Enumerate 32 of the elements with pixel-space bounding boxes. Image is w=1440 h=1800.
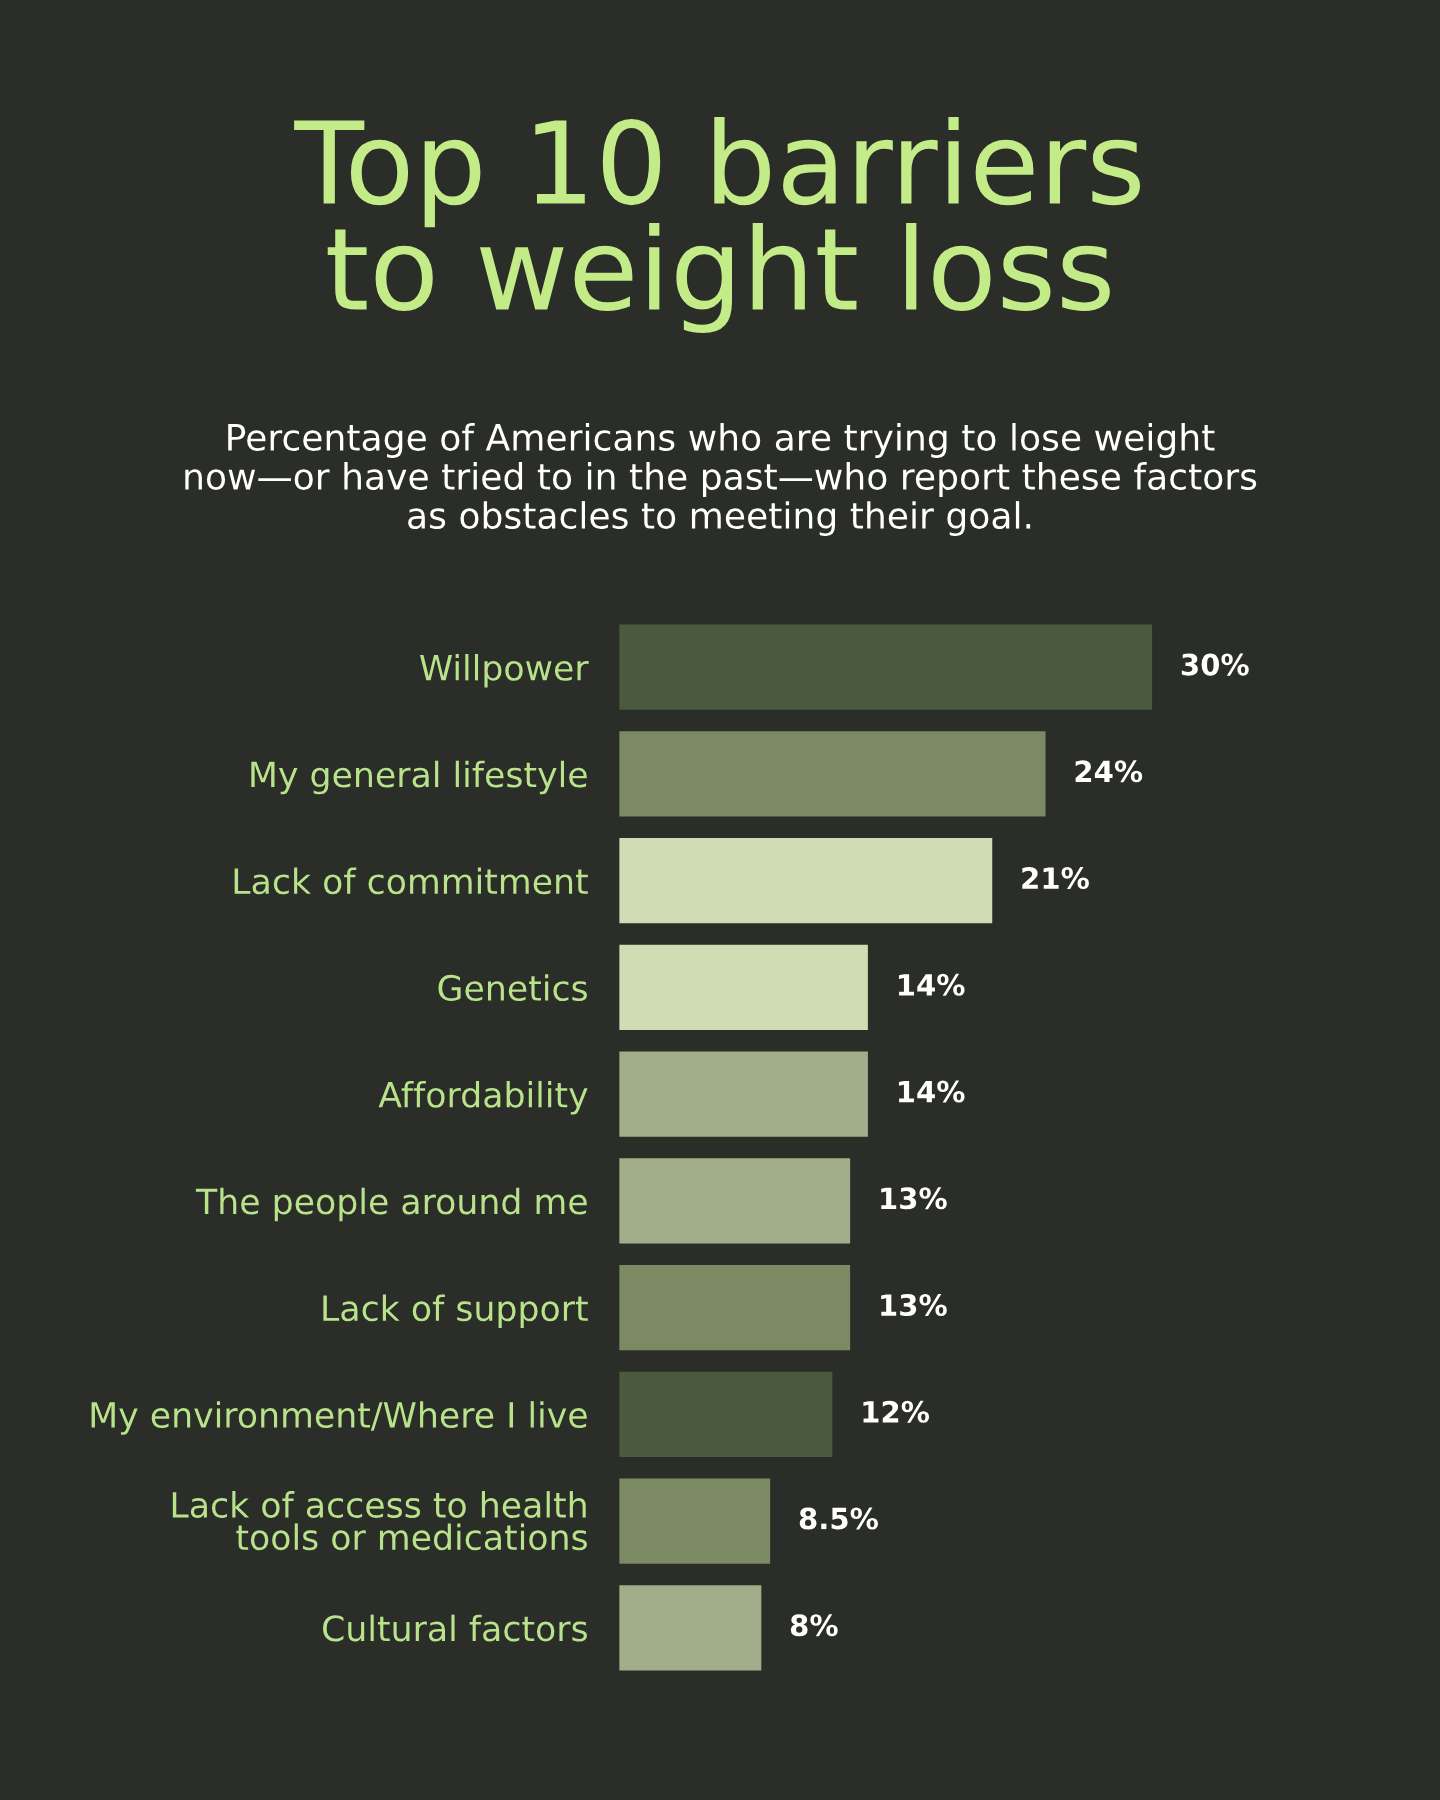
y-tick-label: Lack of access to health tools or medications (172, 1491, 587, 1551)
data-label: 24% (1075, 760, 1143, 783)
bar (619, 1371, 833, 1458)
bar (619, 1051, 868, 1137)
bar (619, 1585, 762, 1671)
y-tick-label: Affordability (378, 1080, 588, 1115)
chart-subtitle: Percentage of Americans who are trying to lose weight now—or have tried to in the past—who report these factors as obstacles to meeting their goal. (185, 423, 1257, 537)
data-label: 13% (881, 1294, 947, 1317)
bar (619, 1478, 771, 1564)
data-label: 21% (1022, 867, 1089, 890)
data-label: 13% (881, 1187, 947, 1210)
bar (619, 731, 1046, 817)
bar (619, 837, 993, 924)
bar (619, 1158, 851, 1244)
y-tick-label: Cultural factors (323, 1614, 587, 1642)
bar (619, 944, 868, 1031)
data-label: 30% (1181, 653, 1249, 676)
bar (619, 624, 1153, 710)
y-tick-label: Lack of commitment (234, 867, 588, 895)
y-tick-label: My general lifestyle (251, 760, 587, 795)
data-label: 14% (898, 973, 965, 996)
data-label: 14% (898, 1080, 965, 1103)
y-tick-label: Willpower (419, 653, 589, 688)
y-tick-label: Genetics (438, 974, 587, 1002)
data-label: 8% (790, 1614, 838, 1637)
data-label: 12% (863, 1400, 930, 1423)
y-tick-label: My environment/Where I live (91, 1401, 587, 1435)
data-label: 8.5% (799, 1507, 878, 1530)
chart-title: Top 10 barriers to weight loss (294, 117, 1140, 334)
y-tick-label: The people around me (195, 1187, 587, 1222)
y-tick-label: Lack of support (323, 1294, 588, 1329)
bar (619, 1264, 851, 1351)
